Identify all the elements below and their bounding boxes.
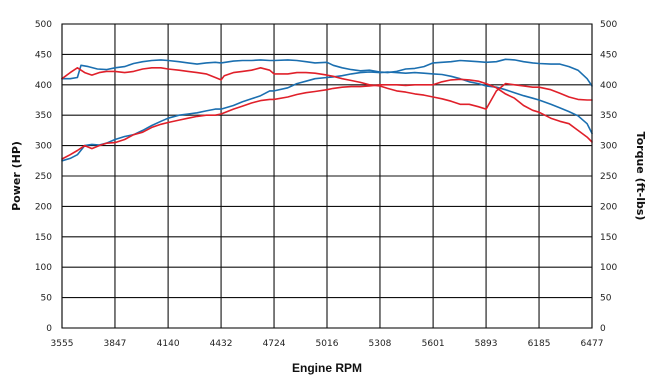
x-tick-label: 4724 — [263, 339, 286, 349]
y-left-tick-label: 200 — [35, 202, 52, 212]
series-line-3 — [61, 67, 593, 110]
y-right-tick-label: 150 — [600, 233, 617, 243]
series-line-2 — [61, 78, 593, 160]
y-left-tick-label: 250 — [35, 172, 52, 182]
series-line-0 — [61, 71, 593, 162]
x-tick-label: 6477 — [581, 339, 604, 349]
x-tick-label: 4432 — [210, 339, 233, 349]
y-right-axis-title: Torque (ft-lbs) — [634, 132, 647, 221]
y-left-tick-label: 350 — [35, 111, 52, 121]
x-tick-label: 3847 — [104, 339, 127, 349]
y-right-tick-label: 300 — [600, 142, 617, 152]
y-right-tick-label: 500 — [600, 20, 617, 30]
x-tick-label: 3555 — [51, 339, 74, 349]
x-tick-label: 6185 — [528, 339, 551, 349]
y-left-tick-label: 450 — [35, 50, 52, 60]
y-left-tick-label: 500 — [35, 20, 52, 30]
x-tick-label: 5601 — [422, 339, 445, 349]
y-right-tick-label: 400 — [600, 81, 617, 91]
x-tick-label: 5308 — [369, 339, 392, 349]
x-tick-label: 5016 — [316, 339, 339, 349]
y-left-tick-label: 0 — [46, 324, 52, 334]
y-right-tick-label: 100 — [600, 263, 617, 273]
series-line-1 — [61, 58, 593, 87]
x-tick-label: 5893 — [475, 339, 498, 349]
y-right-tick-label: 50 — [600, 294, 612, 304]
x-tick-label: 4140 — [157, 339, 180, 349]
y-left-tick-label: 50 — [41, 294, 53, 304]
y-right-tick-label: 0 — [600, 324, 606, 334]
x-tick-labels: 3555 3847 4140 4432 4724 5016 5308 5601 5893 6185… — [51, 339, 604, 349]
y-left-tick-label: 150 — [35, 233, 52, 243]
y-right-tick-label: 350 — [600, 111, 617, 121]
y-right-tick-label: 450 — [600, 50, 617, 60]
y-left-tick-labels: 0 50 100 150 200 250 300 350 400 450 500 — [35, 20, 52, 334]
y-left-axis-title: Power (HP) — [10, 141, 23, 211]
y-right-tick-label: 200 — [600, 202, 617, 212]
y-left-tick-label: 300 — [35, 142, 52, 152]
y-right-tick-label: 250 — [600, 172, 617, 182]
plot-frame — [61, 23, 593, 329]
y-left-tick-label: 400 — [35, 81, 52, 91]
y-right-tick-labels: 0 50 100 150 200 250 300 350 400 450 500 — [600, 20, 617, 334]
y-left-tick-label: 100 — [35, 263, 52, 273]
x-axis-title: Engine RPM — [292, 361, 362, 375]
series-layer — [61, 58, 593, 162]
